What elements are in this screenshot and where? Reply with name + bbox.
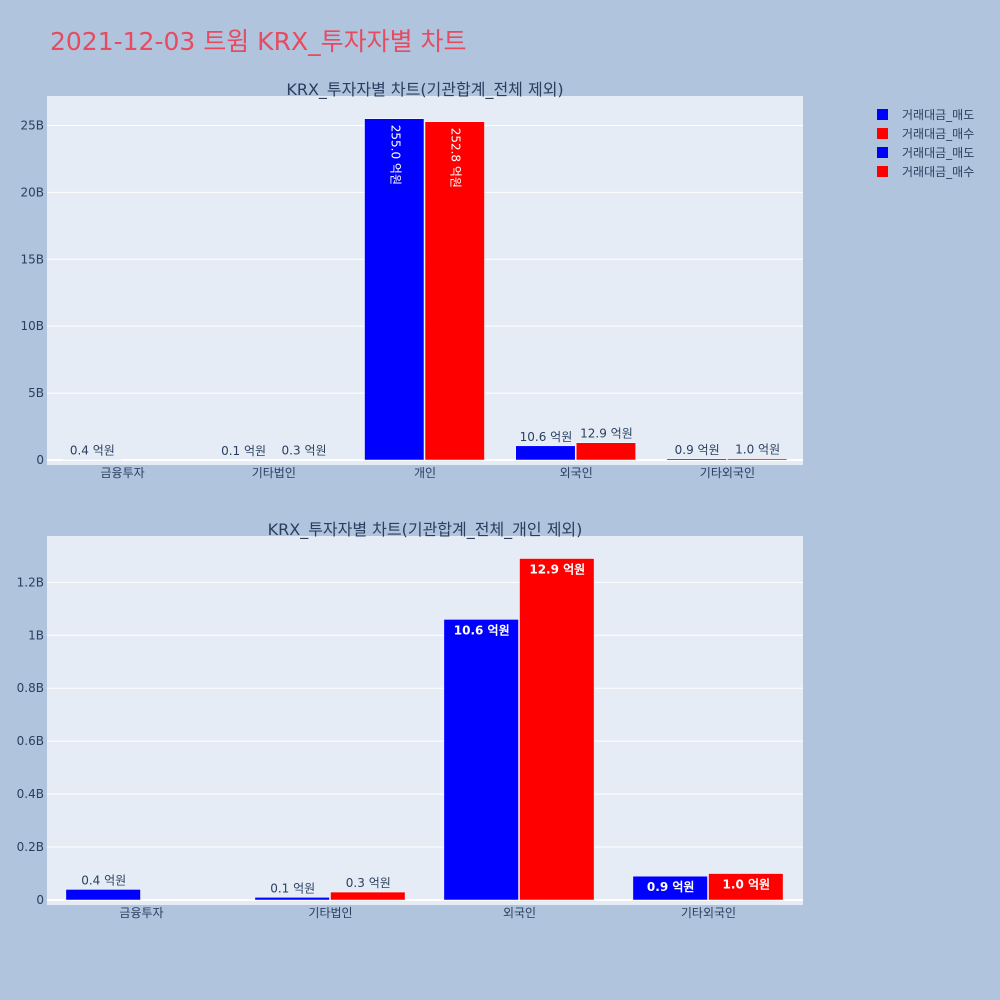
x-tick-label: 개인	[414, 466, 436, 480]
bar-label: 0.3 억원	[346, 876, 391, 890]
legend-label: 거래대금_매도	[902, 108, 974, 122]
x-tick-label: 기타법인	[308, 906, 352, 920]
y-tick-label: 20B	[20, 185, 44, 199]
chart-title: KRX_투자자별 차트(기관합계_전체_개인 제외)	[268, 520, 583, 540]
bar	[727, 458, 788, 461]
bar-label: 0.4 억원	[70, 443, 115, 457]
chart-bottom: 0 0.2B 0.4B 0.6B 0.8B 1B 1.2B KRX_투자자별 차트(기관합계_…	[17, 520, 803, 920]
y-tick-label: 0	[36, 453, 44, 467]
bar	[519, 558, 595, 901]
y-tick-label: 15B	[20, 252, 44, 266]
x-tick-label: 기타외국인	[681, 906, 736, 920]
x-tick-label: 기타법인	[252, 466, 296, 480]
legend-swatch	[877, 128, 888, 139]
y-tick-label: 0.2B	[17, 840, 44, 854]
bar	[575, 442, 636, 461]
bar-label: 0.1 억원	[270, 881, 315, 895]
bar-label: 10.6 억원	[520, 430, 573, 444]
bar	[213, 459, 274, 461]
bar-label: 0.9 억원	[647, 880, 695, 894]
y-tick-label: 0	[36, 893, 44, 907]
bar	[122, 459, 183, 461]
legend-label: 거래대금_매수	[902, 127, 974, 141]
bar	[364, 118, 425, 461]
legend-swatch	[877, 166, 888, 177]
bar	[708, 873, 784, 901]
y-tick-label: 5B	[28, 386, 44, 400]
legend-label: 거래대금_매수	[902, 165, 974, 179]
bar-label: 0.9 억원	[675, 443, 720, 457]
bar-label: 252.8 억원	[449, 128, 463, 188]
page-title: 2021-12-03 트윔 KRX_투자자별 차트	[50, 27, 467, 56]
bar-label: 0.1 억원	[221, 444, 266, 458]
chart-title: KRX_투자자별 차트(기관합계_전체 제외)	[286, 80, 563, 100]
bar	[632, 875, 708, 901]
bar	[515, 445, 576, 461]
legend-swatch	[877, 147, 888, 158]
x-tick-label: 금융투자	[119, 906, 163, 920]
y-tick-label: 1B	[28, 628, 44, 642]
bar	[141, 899, 217, 901]
legend-swatch	[877, 109, 888, 120]
x-tick-label: 금융투자	[101, 466, 145, 480]
bar-label: 12.9 억원	[580, 427, 633, 441]
bar-label: 1.0 억원	[735, 443, 780, 457]
x-tick-label: 외국인	[503, 906, 536, 920]
y-tick-label: 0.8B	[17, 681, 44, 695]
bar	[273, 459, 334, 461]
bar	[330, 891, 406, 901]
bar-label: 0.4 억원	[81, 873, 126, 887]
bar	[666, 458, 727, 461]
chart-top: 0 5B 10B 15B 20B 25B KRX_투자자별 차트(기관합계_전체 제외) 금융…	[20, 80, 803, 480]
bar	[254, 897, 330, 901]
bar-label: 12.9 억원	[529, 563, 585, 577]
x-tick-label: 외국인	[560, 466, 593, 480]
bar-label: 255.0 억원	[388, 125, 402, 185]
bar	[65, 889, 141, 901]
bar	[61, 459, 122, 461]
bar	[424, 121, 485, 461]
plot-area	[47, 536, 803, 905]
y-tick-label: 0.6B	[17, 734, 44, 748]
y-tick-label: 1.2B	[17, 575, 44, 589]
y-tick-label: 0.4B	[17, 787, 44, 801]
bar-label: 0.3 억원	[282, 444, 327, 458]
bar-label: 10.6 억원	[454, 623, 510, 637]
bar	[443, 619, 519, 901]
bar-label: 1.0 억원	[723, 878, 771, 892]
legend-label: 거래대금_매도	[902, 146, 974, 160]
x-tick-label: 기타외국인	[700, 466, 755, 480]
y-tick-label: 25B	[20, 118, 44, 132]
y-tick-label: 10B	[20, 319, 44, 333]
